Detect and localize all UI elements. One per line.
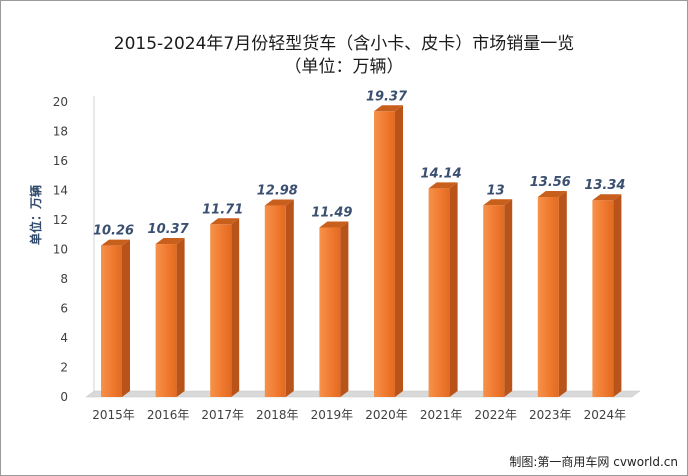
x-tick-label: 2022年 bbox=[474, 408, 517, 422]
bar bbox=[155, 244, 177, 397]
x-tick-label: 2015年 bbox=[92, 408, 135, 422]
x-tick-label: 2018年 bbox=[256, 408, 299, 422]
bar-top bbox=[264, 199, 294, 206]
bar-top bbox=[428, 182, 458, 189]
bar-top bbox=[319, 221, 349, 228]
x-tick-label: 2021年 bbox=[420, 408, 463, 422]
x-tick-label: 2023年 bbox=[529, 408, 572, 422]
y-tick-label: 8 bbox=[60, 272, 68, 286]
bar bbox=[319, 227, 341, 397]
bar-top bbox=[101, 239, 130, 246]
bar-side bbox=[558, 190, 567, 397]
data-label: 11.49 bbox=[311, 206, 352, 221]
chart-title: 2015-2024年7月份轻型货车（含小卡、皮卡）市场销量一览 bbox=[113, 34, 575, 54]
bar-top bbox=[537, 190, 567, 197]
y-tick-label: 18 bbox=[53, 125, 68, 139]
bar-side bbox=[504, 199, 513, 397]
y-tick-label: 4 bbox=[60, 331, 68, 345]
bar-side bbox=[122, 239, 130, 397]
bar-side bbox=[231, 218, 240, 397]
bar-top bbox=[592, 194, 622, 201]
bar-side bbox=[449, 182, 458, 397]
source-credit: 制图:第一商用车网 cvworld.cn bbox=[509, 455, 678, 469]
bar-top bbox=[210, 218, 240, 225]
bar bbox=[592, 200, 614, 397]
y-tick-label: 0 bbox=[60, 390, 68, 404]
bar-side bbox=[613, 194, 622, 397]
bar bbox=[483, 205, 505, 397]
x-tick-label: 2016年 bbox=[147, 408, 190, 422]
data-label: 13 bbox=[487, 183, 505, 198]
data-label: 12.98 bbox=[257, 184, 298, 199]
bar-side bbox=[285, 199, 294, 397]
y-tick-label: 14 bbox=[53, 184, 68, 198]
data-label: 11.71 bbox=[202, 202, 243, 217]
y-tick-label: 12 bbox=[53, 213, 68, 227]
data-label: 10.37 bbox=[148, 222, 190, 237]
x-tick-label: 2024年 bbox=[584, 408, 627, 422]
bar-side bbox=[395, 105, 403, 397]
bar-top bbox=[374, 105, 403, 112]
bar bbox=[101, 245, 122, 397]
bar-top bbox=[483, 199, 513, 206]
y-tick-label: 10 bbox=[53, 243, 68, 257]
y-tick-label: 20 bbox=[53, 95, 68, 109]
data-label: 10.26 bbox=[93, 224, 134, 239]
bar bbox=[428, 188, 450, 397]
bar-side bbox=[176, 238, 185, 397]
data-label: 13.56 bbox=[530, 175, 571, 190]
x-tick-label: 2017年 bbox=[201, 408, 244, 422]
bar bbox=[264, 205, 286, 397]
bar bbox=[537, 196, 559, 397]
bar-side bbox=[340, 221, 349, 397]
data-label: 14.14 bbox=[421, 166, 462, 181]
bar-top bbox=[155, 238, 185, 245]
bar bbox=[374, 111, 395, 397]
y-tick-label: 6 bbox=[60, 302, 68, 316]
x-tick-label: 2020年 bbox=[365, 408, 408, 422]
data-label: 13.34 bbox=[584, 178, 625, 193]
chart-subtitle: （单位：万辆） bbox=[284, 57, 404, 77]
y-tick-label: 2 bbox=[60, 361, 68, 375]
data-label: 19.37 bbox=[366, 89, 408, 104]
y-tick-label: 16 bbox=[53, 154, 68, 168]
bar bbox=[210, 224, 232, 397]
x-tick-label: 2019年 bbox=[311, 408, 354, 422]
